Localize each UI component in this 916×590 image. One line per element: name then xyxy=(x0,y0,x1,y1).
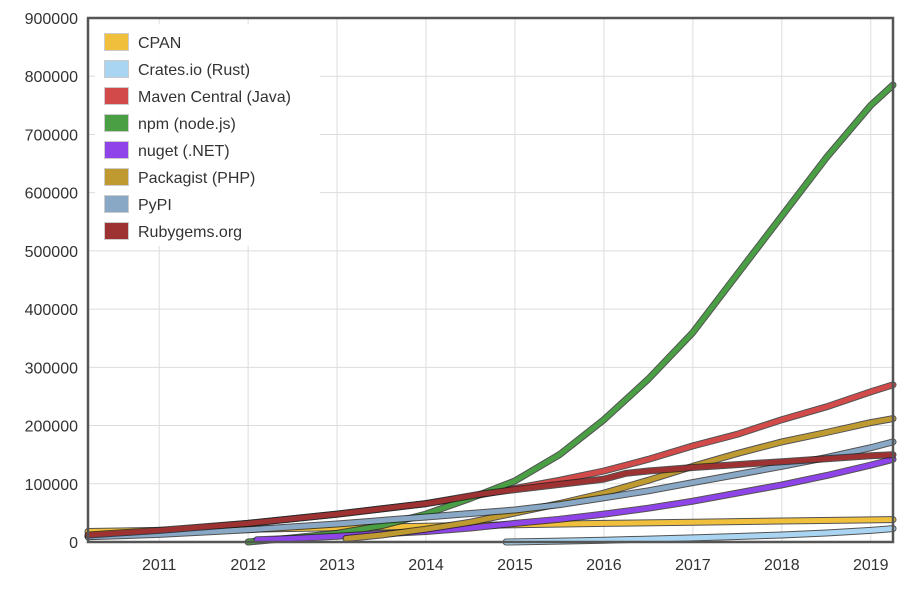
y-tick-label: 800000 xyxy=(25,69,78,86)
x-tick-label: 2015 xyxy=(497,557,533,574)
legend-label: Rubygems.org xyxy=(138,224,242,241)
legend-item-rubygems-org: Rubygems.org xyxy=(104,222,242,241)
y-tick-label: 200000 xyxy=(25,419,78,436)
plot-area-frame xyxy=(86,16,895,544)
legend-swatch xyxy=(104,114,129,132)
legend-item-cpan: CPAN xyxy=(104,33,181,52)
legend-item-pypi: PyPI xyxy=(104,195,172,214)
legend-item-crates-io-rust: Crates.io (Rust) xyxy=(104,60,250,79)
legend-label: Packagist (PHP) xyxy=(138,170,255,187)
y-tick-label: 400000 xyxy=(25,302,78,319)
y-tick-label: 600000 xyxy=(25,186,78,203)
legend: CPAN Crates.io (Rust) Maven Central (Java)… xyxy=(95,24,320,246)
x-tick-label: 2016 xyxy=(586,557,622,574)
x-tick-label: 2014 xyxy=(408,557,444,574)
legend-label: nuget (.NET) xyxy=(138,143,230,160)
legend-label: PyPI xyxy=(138,197,172,214)
legend-swatch xyxy=(104,222,129,240)
series-lines xyxy=(84,81,897,546)
series-line-crates-io-rust xyxy=(503,526,896,545)
y-tick-label: 0 xyxy=(69,535,78,552)
legend-label: npm (node.js) xyxy=(138,116,236,133)
legend-label: Crates.io (Rust) xyxy=(138,62,250,79)
legend-item-npm-node-js: npm (node.js) xyxy=(104,114,236,133)
x-tick-label: 2017 xyxy=(675,557,711,574)
legend-swatch xyxy=(104,60,129,78)
y-tick-label: 700000 xyxy=(25,127,78,144)
legend-swatch xyxy=(104,87,129,105)
x-tick-label: 2013 xyxy=(319,557,355,574)
x-tick-label: 2019 xyxy=(853,557,889,574)
y-tick-label: 100000 xyxy=(25,477,78,494)
y-tick-label: 500000 xyxy=(25,244,78,261)
y-tick-label: 900000 xyxy=(25,11,78,28)
legend-swatch xyxy=(104,141,129,159)
x-tick-label: 2011 xyxy=(142,557,177,574)
y-tick-label: 300000 xyxy=(25,360,78,377)
series-line-rubygems-org xyxy=(85,452,896,538)
series-line-packagist-php xyxy=(343,416,896,541)
legend-item-maven-central-java: Maven Central (Java) xyxy=(104,87,291,106)
legend-box xyxy=(95,24,320,246)
legend-swatch xyxy=(104,33,129,51)
x-axis-ticks: 2011 2012 2013 2014 2015 2016 2017 2018 2019 xyxy=(142,557,889,574)
legend-label: Maven Central (Java) xyxy=(138,89,291,106)
x-tick-label: 2018 xyxy=(764,557,800,574)
x-tick-label: 2012 xyxy=(230,557,266,574)
legend-item-packagist-php: Packagist (PHP) xyxy=(104,168,255,187)
legend-label: CPAN xyxy=(138,35,181,52)
y-axis-ticks: 0 100000 200000 300000 400000 500000 600000 700… xyxy=(25,11,78,552)
legend-swatch xyxy=(104,168,129,186)
series-line-npm-node-js xyxy=(245,82,896,545)
legend-item-nuget-net: nuget (.NET) xyxy=(104,141,230,160)
legend-swatch xyxy=(104,195,129,213)
